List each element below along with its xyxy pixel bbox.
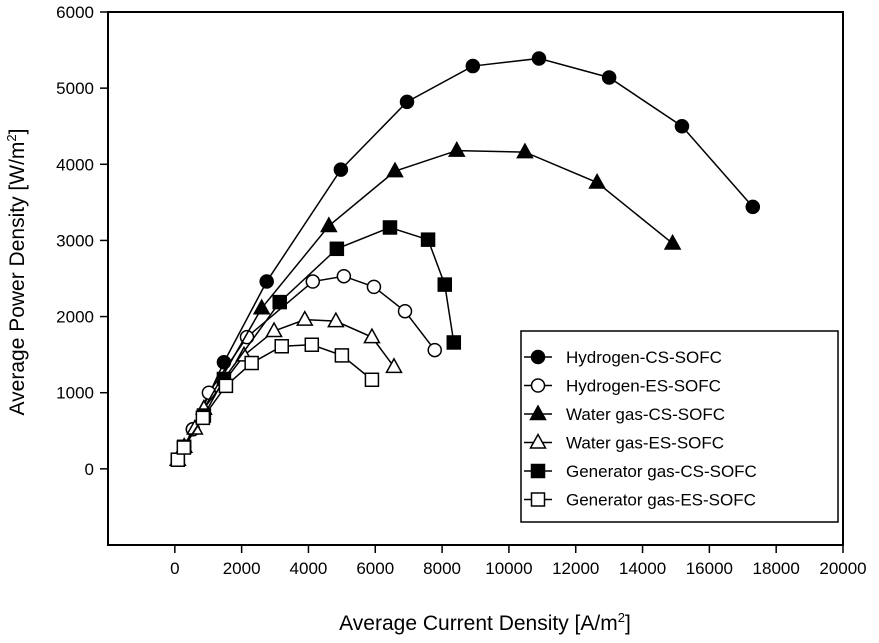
series-group	[169, 51, 761, 467]
data-point	[304, 337, 320, 352]
x-tick-label: 16000	[686, 559, 733, 578]
x-axis-label: Average Current Density [A/m2]	[339, 610, 631, 635]
data-point	[745, 199, 761, 215]
data-point	[320, 216, 338, 233]
data-point	[176, 440, 192, 455]
x-tick-label: 10000	[485, 559, 532, 578]
data-point	[427, 342, 442, 358]
data-point	[274, 339, 289, 354]
data-point	[333, 162, 349, 177]
legend-label: Hydrogen-CS-SOFC	[566, 348, 722, 367]
legend-item: Water gas-ES-SOFC	[524, 432, 724, 453]
data-point	[252, 298, 271, 315]
data-point	[265, 321, 283, 338]
x-tick-label: 20000	[819, 559, 866, 578]
data-point	[364, 372, 380, 388]
y-tick-label: 4000	[56, 155, 94, 174]
data-point	[327, 311, 345, 328]
y-axis-label: Average Power Density [W/m2]	[4, 129, 29, 416]
data-point	[446, 335, 462, 350]
y-tick-label: 2000	[56, 308, 94, 327]
y-tick-label: 3000	[56, 231, 94, 250]
legend-item: Generator gas-ES-SOFC	[524, 491, 756, 510]
data-point	[588, 173, 606, 189]
legend-label: Generator gas-CS-SOFC	[566, 462, 757, 481]
x-tick-label: 18000	[753, 559, 800, 578]
legend-label: Hydrogen-ES-SOFC	[566, 377, 721, 396]
data-point	[305, 274, 321, 289]
y-tick-label: 0	[85, 460, 94, 479]
legend-item: Hydrogen-ES-SOFC	[524, 377, 721, 396]
data-point	[296, 310, 314, 326]
data-point	[366, 279, 382, 295]
legend-item: Hydrogen-CS-SOFC	[524, 348, 722, 367]
x-axis-ticks: 0 2000 4000 6000 8000 10000 12000 14000 16000 180…	[170, 545, 867, 578]
data-point	[531, 51, 547, 66]
x-tick-label: 14000	[619, 559, 666, 578]
data-point	[195, 410, 211, 426]
y-axis-label-sup: 2	[4, 134, 19, 141]
series-generator-gas-es-sofc	[170, 337, 380, 467]
data-point	[516, 142, 534, 159]
data-point	[399, 94, 415, 110]
legend-marker	[530, 492, 546, 507]
data-point	[420, 232, 436, 247]
x-tick-label: 12000	[552, 559, 599, 578]
plot-frame	[107, 11, 844, 546]
x-tick-label: 0	[170, 559, 179, 578]
data-point	[363, 327, 381, 344]
y-tick-label: 6000	[56, 3, 94, 22]
legend-marker	[530, 378, 546, 393]
y-tick-label: 1000	[56, 384, 94, 403]
data-point	[336, 268, 352, 284]
data-point	[244, 355, 259, 371]
data-point	[601, 70, 617, 85]
data-point	[170, 452, 186, 467]
data-point	[386, 161, 404, 178]
data-point	[218, 378, 234, 394]
x-tick-label: 2000	[223, 559, 261, 578]
data-point	[437, 277, 453, 292]
legend-item: Water gas-CS-SOFC	[524, 404, 725, 424]
data-point	[674, 118, 690, 134]
data-point	[259, 274, 274, 289]
legend-item: Generator gas-CS-SOFC	[524, 462, 757, 481]
data-point	[186, 418, 204, 435]
data-point	[334, 348, 350, 363]
data-point	[272, 294, 287, 310]
legend-label: Water gas-CS-SOFC	[566, 405, 725, 424]
x-tick-label: 4000	[290, 559, 328, 578]
legend-label: Generator gas-ES-SOFC	[566, 491, 756, 510]
data-point	[382, 220, 398, 235]
data-point	[397, 303, 413, 319]
x-tick-label: 8000	[423, 559, 461, 578]
y-axis-ticks: 0 1000 2000 3000 4000 5000 6000	[56, 3, 108, 479]
y-tick-label: 5000	[56, 79, 94, 98]
legend-marker	[530, 349, 546, 365]
legend-marker	[529, 432, 547, 449]
data-point	[465, 58, 481, 74]
legend-label: Water gas-ES-SOFC	[566, 434, 724, 453]
legend-marker	[529, 404, 547, 421]
legend: Hydrogen-CS-SOFC Hydrogen-ES-SOFC Water ga…	[520, 330, 839, 523]
x-axis-label-sup: 2	[618, 610, 625, 625]
data-point	[663, 233, 682, 250]
data-point	[329, 241, 345, 257]
legend-box	[520, 330, 839, 523]
data-point	[385, 357, 403, 374]
legend-marker	[530, 463, 546, 479]
data-point	[448, 141, 466, 157]
x-tick-label: 6000	[356, 559, 394, 578]
series-hydrogen-es-sofc	[170, 268, 442, 467]
